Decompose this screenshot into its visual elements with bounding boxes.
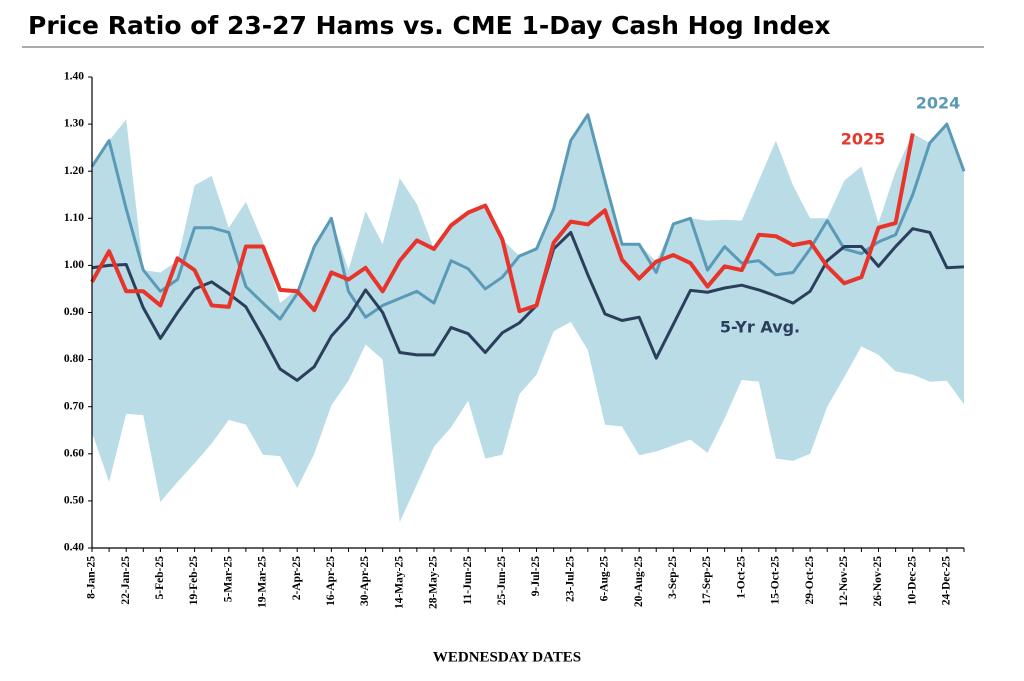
series-label: 5-Yr Avg. — [720, 318, 800, 337]
x-tick-label: 19-Mar-25 — [257, 556, 269, 608]
y-tick-label: 0.50 — [64, 495, 84, 507]
y-tick-label: 0.60 — [64, 447, 84, 459]
x-tick-label: 24-Dec-25 — [941, 556, 953, 605]
series-label: 2025 — [841, 130, 886, 149]
y-tick-label: 0.80 — [64, 353, 84, 365]
series-label: 2024 — [916, 94, 961, 113]
series-line — [91, 227, 965, 382]
x-tick-label: 8-Jan-25 — [86, 556, 98, 599]
y-tick-label: 0.90 — [64, 306, 84, 318]
y-tick-label: 0.70 — [64, 400, 84, 412]
x-tick-label: 29-Oct-25 — [804, 556, 816, 605]
series-line — [90, 113, 966, 321]
x-tick-label: 5-Mar-25 — [222, 556, 234, 602]
x-tick-label: 25-Jun-25 — [496, 556, 508, 605]
y-tick-label: 1.00 — [64, 259, 84, 271]
x-tick-label: 9-Jul-25 — [530, 556, 542, 597]
y-tick-label: 1.10 — [64, 212, 84, 224]
y-tick-label: 1.20 — [64, 165, 84, 177]
x-tick-label: 28-May-25 — [428, 556, 440, 609]
x-tick-label: 26-Nov-25 — [872, 556, 884, 607]
x-axis-title: WEDNESDAY DATES — [433, 649, 581, 665]
x-tick-label: 15-Oct-25 — [770, 556, 782, 605]
x-tick-label: 23-Jul-25 — [564, 556, 576, 602]
y-tick-label: 0.40 — [64, 542, 84, 554]
y-tick-label: 1.30 — [64, 118, 84, 130]
x-tick-label: 3-Sep-25 — [667, 556, 679, 599]
series-line — [90, 133, 915, 314]
range-band — [92, 114, 964, 523]
x-tick-label: 12-Nov-25 — [838, 556, 850, 607]
x-tick-label: 6-Aug-25 — [599, 556, 611, 602]
x-tick-label: 19-Feb-25 — [188, 556, 200, 605]
x-tick-label: 10-Dec-25 — [906, 556, 918, 605]
x-tick-label: 5-Feb-25 — [154, 556, 166, 600]
x-tick-label: 20-Aug-25 — [633, 556, 645, 607]
x-tick-label: 14-May-25 — [393, 556, 405, 609]
x-tick-label: 16-Apr-25 — [325, 556, 337, 606]
chart-title: Price Ratio of 23-27 Hams vs. CME 1-Day … — [28, 11, 830, 40]
x-tick-label: 22-Jan-25 — [120, 556, 132, 605]
x-tick-label: 17-Sep-25 — [701, 556, 713, 605]
x-tick-label: 30-Apr-25 — [359, 556, 371, 606]
y-tick-label: 1.40 — [64, 71, 84, 83]
x-tick-label: 2-Apr-25 — [291, 556, 303, 601]
x-tick-label: 11-Jun-25 — [462, 556, 474, 605]
x-tick-label: 1-Oct-25 — [735, 556, 747, 599]
